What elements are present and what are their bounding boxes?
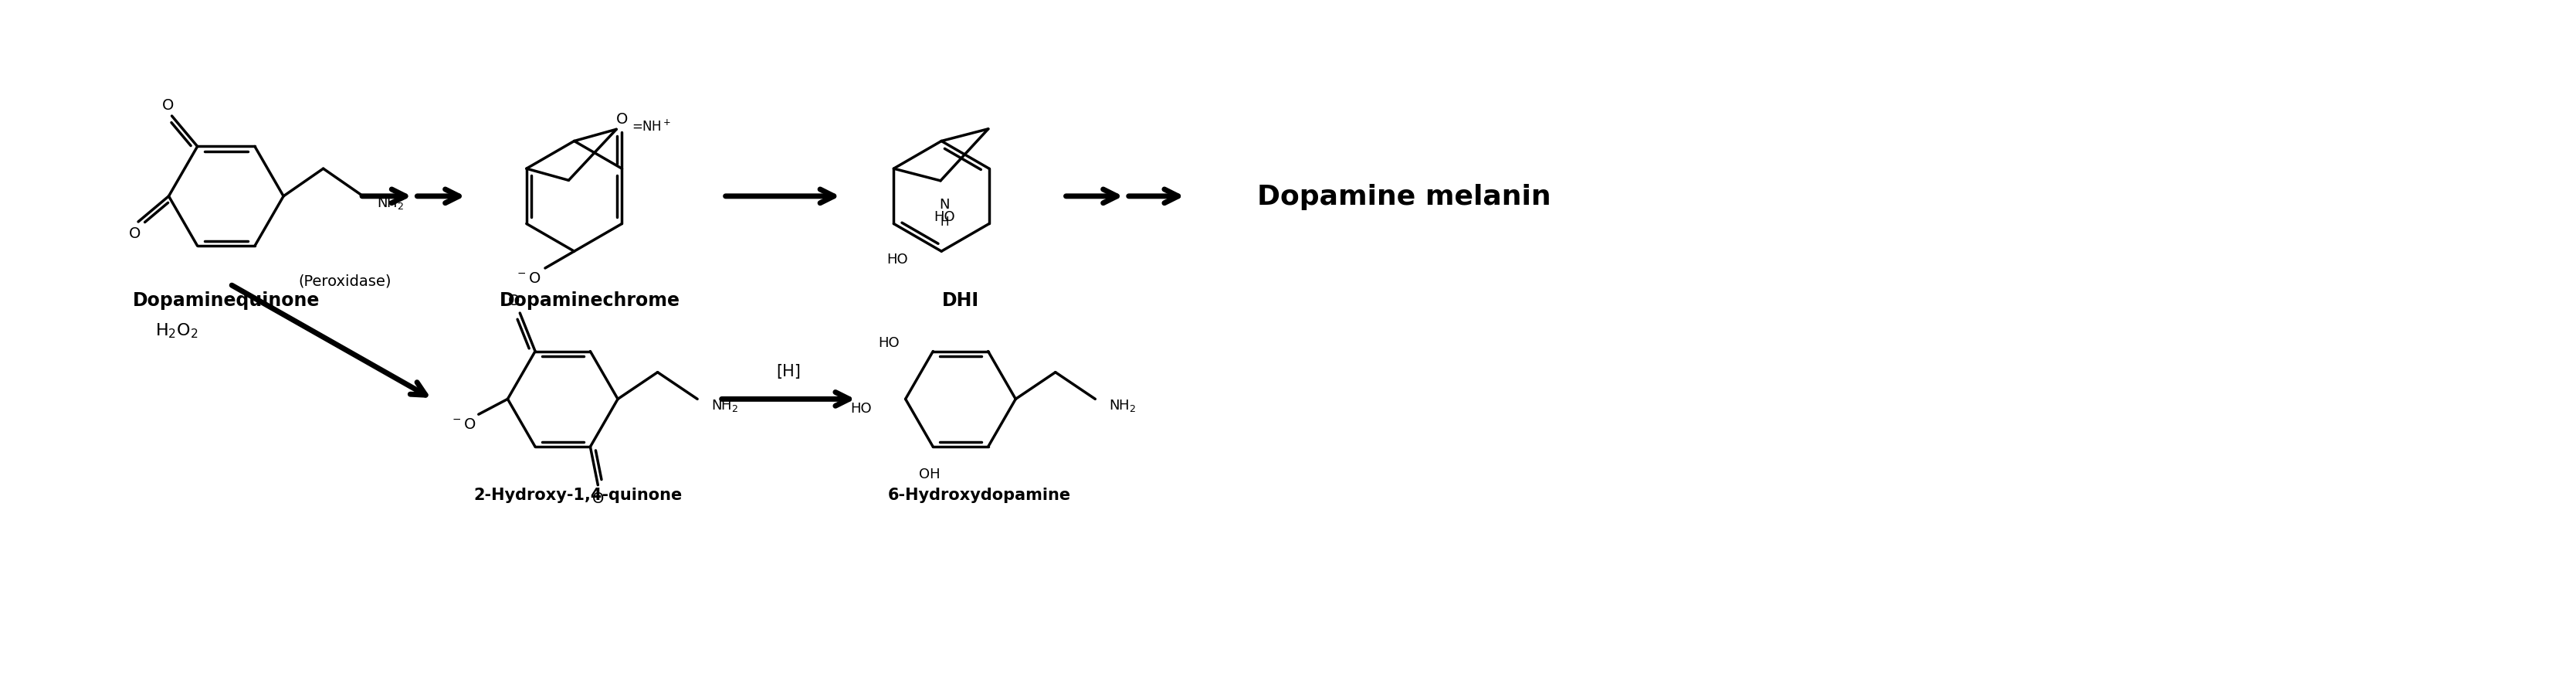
Text: N: N <box>940 197 951 211</box>
Text: $^-$O: $^-$O <box>515 271 541 286</box>
Text: HO: HO <box>850 401 871 415</box>
Text: (Peroxidase): (Peroxidase) <box>299 273 392 288</box>
Text: Dopamine melanin: Dopamine melanin <box>1257 183 1551 210</box>
Text: NH$_2$: NH$_2$ <box>376 195 404 210</box>
Text: O: O <box>129 227 139 241</box>
Text: [H]: [H] <box>775 363 801 378</box>
Text: H: H <box>940 216 948 228</box>
Text: NH$_2$: NH$_2$ <box>1110 398 1136 413</box>
Text: OH: OH <box>920 467 940 481</box>
Text: O: O <box>616 112 629 127</box>
Text: NH$_2$: NH$_2$ <box>711 398 739 413</box>
Text: Dopaminechrome: Dopaminechrome <box>500 291 680 309</box>
Text: HO: HO <box>878 335 899 349</box>
Text: $^-$O: $^-$O <box>451 417 477 431</box>
Text: 2-Hydroxy-1,4-quinone: 2-Hydroxy-1,4-quinone <box>474 487 683 503</box>
Text: H$_2$O$_2$: H$_2$O$_2$ <box>155 321 198 339</box>
Text: DHI: DHI <box>943 291 979 309</box>
Text: HO: HO <box>935 210 956 224</box>
Text: 6-Hydroxydopamine: 6-Hydroxydopamine <box>889 487 1072 503</box>
Text: =NH$^+$: =NH$^+$ <box>631 119 672 135</box>
Text: O: O <box>592 491 603 505</box>
Text: Dopaminequinone: Dopaminequinone <box>131 291 319 309</box>
Text: O: O <box>507 293 520 308</box>
Text: O: O <box>162 98 175 112</box>
Text: HO: HO <box>886 252 907 266</box>
